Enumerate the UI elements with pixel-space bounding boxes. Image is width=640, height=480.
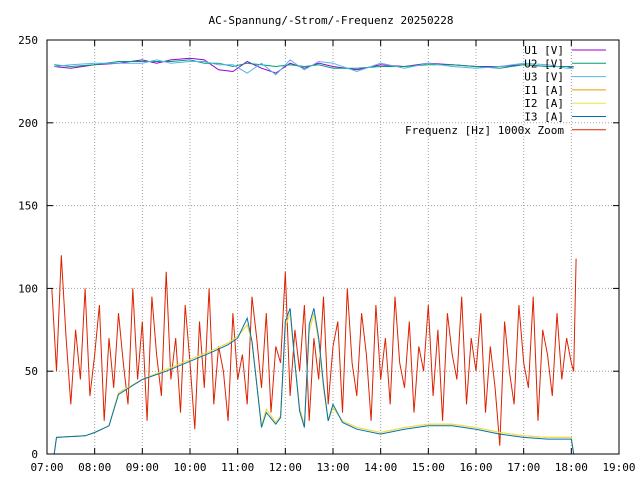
y-tick-label: 50 [25, 365, 38, 378]
y-tick-label: 100 [18, 282, 38, 295]
x-tick-label: 12:00 [269, 461, 302, 474]
x-tick-label: 18:00 [555, 461, 588, 474]
legend-label: I1 [A] [524, 84, 564, 97]
grid-lines [47, 40, 619, 454]
series-line-2 [54, 59, 574, 76]
series-line-0 [54, 57, 574, 74]
legend-label: Frequenz [Hz] 1000x Zoom [405, 124, 564, 137]
x-tick-label: 13:00 [316, 461, 349, 474]
x-tick-label: 17:00 [507, 461, 540, 474]
x-tick-label: 14:00 [364, 461, 397, 474]
legend-label: U1 [V] [524, 44, 564, 57]
y-tick-label: 150 [18, 200, 38, 213]
x-tick-label: 11:00 [221, 461, 254, 474]
legend: U1 [V]U2 [V]U3 [V]I1 [A]I2 [A]I3 [A]Freq… [405, 44, 606, 137]
series-line-6 [51, 255, 577, 446]
x-tick-label: 15:00 [412, 461, 445, 474]
axis-ticks: 07:00 08:00 09:00 10:00 11:00 12:00 13:00 14:00… [18, 34, 635, 474]
x-tick-label: 08:00 [78, 461, 111, 474]
legend-label: I3 [A] [524, 111, 564, 124]
series-line-5 [53, 308, 575, 455]
x-tick-label: 19:00 [602, 461, 635, 474]
series-group [51, 57, 577, 455]
y-tick-label: 200 [18, 117, 38, 130]
legend-label: U2 [V] [524, 57, 564, 70]
x-tick-label: 10:00 [173, 461, 206, 474]
x-tick-label: 09:00 [126, 461, 159, 474]
x-tick-label: 07:00 [30, 461, 63, 474]
legend-label: U3 [V] [524, 71, 564, 84]
legend-label: I2 [A] [524, 97, 564, 110]
x-tick-label: 16:00 [459, 461, 492, 474]
y-tick-label: 250 [18, 34, 38, 47]
y-tick-label: 0 [31, 448, 38, 461]
chart-title: AC-Spannung/-Strom/-Frequenz 20250228 [208, 14, 453, 27]
